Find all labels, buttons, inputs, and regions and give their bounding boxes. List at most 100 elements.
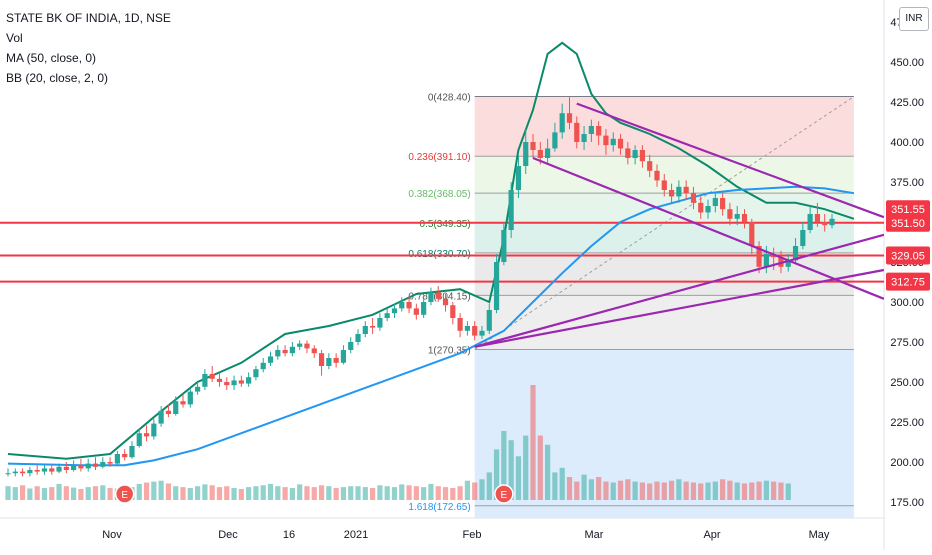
fib-level-label: 1(270.35) bbox=[428, 345, 471, 356]
candle-body bbox=[574, 122, 580, 142]
volume-bar bbox=[151, 481, 157, 500]
earnings-marker bbox=[114, 484, 135, 504]
candle-body bbox=[34, 470, 40, 472]
candle-body bbox=[610, 138, 616, 146]
volume-bar bbox=[19, 485, 26, 500]
volume-bar bbox=[683, 481, 689, 500]
volume-bar bbox=[78, 488, 84, 500]
candle-body bbox=[158, 410, 164, 424]
volume-bar bbox=[246, 487, 252, 500]
candle-body bbox=[384, 313, 390, 318]
candle-body bbox=[318, 353, 325, 366]
fib-level-label: 0.236(391.10) bbox=[408, 152, 470, 163]
candle-body bbox=[253, 369, 259, 378]
candle-body bbox=[712, 198, 718, 206]
candle-body bbox=[267, 356, 274, 363]
candle-body bbox=[785, 260, 791, 267]
candle-body bbox=[435, 292, 441, 299]
volume-bar bbox=[194, 486, 201, 500]
volume-bar bbox=[596, 477, 602, 500]
price-tag bbox=[886, 213, 930, 232]
candle-body bbox=[603, 135, 609, 146]
candle-body bbox=[107, 462, 113, 464]
candle-body bbox=[749, 222, 755, 246]
candle-body bbox=[333, 358, 339, 363]
volume-bar bbox=[617, 480, 624, 500]
candle-body bbox=[668, 190, 675, 197]
price-tag-label: 312.75 bbox=[891, 277, 925, 289]
candle-body bbox=[501, 230, 507, 262]
volume-bar bbox=[705, 482, 711, 500]
trend-line bbox=[576, 102, 885, 219]
volume-bar bbox=[377, 485, 383, 500]
candle-body bbox=[617, 138, 624, 149]
volume-bar bbox=[297, 484, 303, 500]
candle-body bbox=[493, 262, 500, 310]
y-tick-label: 425.00 bbox=[890, 97, 924, 109]
volume-bar bbox=[785, 483, 791, 500]
volume-bar bbox=[202, 484, 208, 500]
price-tag-label: 329.05 bbox=[891, 251, 925, 263]
volume-bar bbox=[406, 485, 412, 500]
symbol-title: STATE BK OF INDIA, 1D, NSE bbox=[6, 11, 171, 25]
candle-body bbox=[100, 462, 106, 467]
volume-bar bbox=[763, 480, 769, 500]
candle-body bbox=[78, 465, 84, 469]
candle-body bbox=[202, 374, 208, 387]
volume-bar bbox=[63, 486, 69, 500]
candle-body bbox=[515, 166, 522, 190]
volume-bar bbox=[238, 488, 244, 500]
volume-bar bbox=[216, 487, 223, 500]
volume-bar bbox=[71, 487, 77, 500]
x-tick-label: Dec bbox=[218, 529, 238, 541]
currency-badge[interactable]: INR bbox=[899, 7, 929, 31]
volume-bar bbox=[712, 481, 718, 500]
volume-bar bbox=[107, 488, 113, 500]
candle-body bbox=[391, 308, 398, 314]
candle-body bbox=[741, 214, 748, 222]
candle-body bbox=[464, 326, 470, 331]
volume-bar bbox=[399, 484, 405, 500]
volume-bar bbox=[355, 486, 361, 500]
candle-body bbox=[552, 132, 558, 149]
volume-bar bbox=[647, 483, 653, 500]
candle-body bbox=[829, 218, 835, 226]
candle-body bbox=[428, 292, 434, 302]
candle-body bbox=[289, 346, 295, 354]
x-tick-label: Apr bbox=[703, 529, 720, 541]
candle-body bbox=[216, 378, 223, 382]
x-tick-label: Feb bbox=[463, 529, 482, 541]
candle-body bbox=[800, 230, 806, 246]
volume-bar bbox=[508, 440, 514, 500]
volume-bar bbox=[749, 482, 755, 500]
candle-body bbox=[523, 142, 529, 166]
indicator-vol[interactable]: Vol bbox=[6, 31, 23, 45]
volume-bar bbox=[136, 483, 142, 500]
earnings-marker-label: E bbox=[121, 490, 128, 501]
volume-bar bbox=[165, 483, 172, 500]
volume-bar bbox=[391, 487, 398, 500]
candle-body bbox=[545, 148, 551, 158]
volume-bar bbox=[668, 480, 675, 500]
fib-level-label: 1.618(172.65) bbox=[408, 502, 470, 513]
candle-body bbox=[588, 126, 594, 134]
candle-body bbox=[705, 206, 711, 213]
candle-body bbox=[486, 310, 492, 331]
volume-bar bbox=[639, 482, 646, 500]
candle-body bbox=[19, 471, 26, 474]
volume-bar bbox=[231, 488, 237, 500]
candle-body bbox=[180, 401, 186, 405]
volume-bar bbox=[92, 486, 99, 500]
volume-bar bbox=[56, 483, 62, 500]
volume-bar bbox=[545, 444, 551, 500]
volume-bar bbox=[311, 487, 317, 500]
price-tag-label: 351.55 bbox=[891, 204, 925, 216]
candle-body bbox=[690, 193, 697, 203]
volume-bar bbox=[530, 385, 536, 500]
volume-bar bbox=[690, 482, 697, 500]
candle-body bbox=[421, 302, 427, 315]
indicator-bb[interactable]: BB (20, close, 2, 0) bbox=[6, 71, 109, 85]
candle-body bbox=[92, 463, 99, 467]
indicator-ma[interactable]: MA (50, close, 0) bbox=[6, 51, 97, 65]
